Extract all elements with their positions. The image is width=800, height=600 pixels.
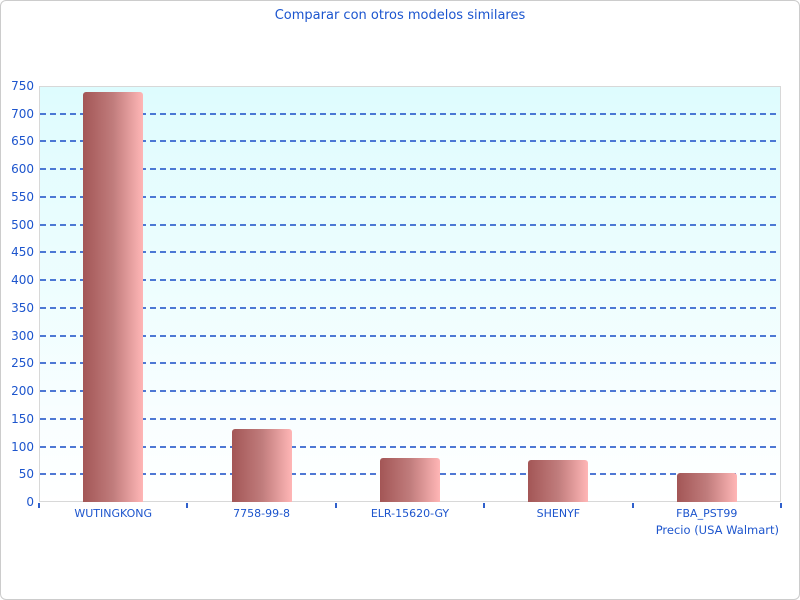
bar-7758-99-8[interactable] (231, 429, 292, 502)
x-axis-category-label: FBA_PST99 (676, 507, 738, 520)
x-axis-category-label: 7758-99-8 (233, 507, 291, 520)
y-axis-tick-label: 0 (26, 495, 34, 509)
x-axis-tick (186, 503, 189, 508)
gridline (40, 362, 780, 365)
gridline (40, 445, 780, 448)
x-axis-tick (780, 503, 782, 508)
x-axis-tick (631, 503, 634, 508)
bar-fba_pst99[interactable] (676, 473, 737, 502)
chart-title: Comparar con otros modelos similares (274, 8, 526, 23)
y-axis-tick-label: 100 (11, 439, 34, 454)
y-axis-tick-label: 500 (11, 217, 34, 232)
gridline (40, 195, 780, 198)
gridline (40, 279, 780, 282)
gridline (40, 417, 780, 420)
gridline (40, 251, 780, 254)
x-axis-tick (334, 503, 337, 508)
bar-wutingkong[interactable] (83, 91, 144, 502)
y-axis-tick-label: 150 (11, 411, 34, 426)
bar-elr-15620-gy[interactable] (380, 457, 440, 502)
y-axis-tick-label: 200 (11, 384, 34, 399)
x-axis-tick (483, 503, 486, 508)
plot-area (39, 86, 781, 502)
gridline (40, 334, 780, 337)
x-axis-title: Precio (USA Walmart) (655, 523, 779, 537)
bar-shenyf[interactable] (528, 459, 589, 502)
y-axis-tick-label: 250 (11, 356, 34, 371)
y-axis-tick-label: 550 (11, 189, 34, 204)
gridline (40, 168, 780, 171)
y-axis-tick-label: 750 (11, 79, 34, 93)
gridline (40, 112, 780, 115)
x-axis-category-label: WUTINGKONG (74, 507, 153, 520)
x-axis-category-label: SHENYF (536, 507, 581, 520)
y-axis-tick-label: 50 (18, 467, 34, 482)
gridline (40, 306, 780, 309)
y-axis-tick-label: 600 (11, 162, 34, 177)
y-axis-tick-label: 350 (11, 300, 34, 315)
y-axis-tick-label: 400 (11, 273, 34, 288)
gridline (40, 390, 780, 393)
x-axis-category-label: ELR-15620-GY (370, 507, 450, 520)
y-axis-tick-label: 700 (11, 106, 34, 121)
y-axis-tick-label: 650 (11, 134, 34, 149)
gridline (40, 223, 780, 226)
y-axis-tick-label: 450 (11, 245, 34, 260)
x-axis-tick (38, 503, 40, 508)
y-axis-tick-label: 300 (11, 328, 34, 343)
gridline (40, 140, 780, 143)
